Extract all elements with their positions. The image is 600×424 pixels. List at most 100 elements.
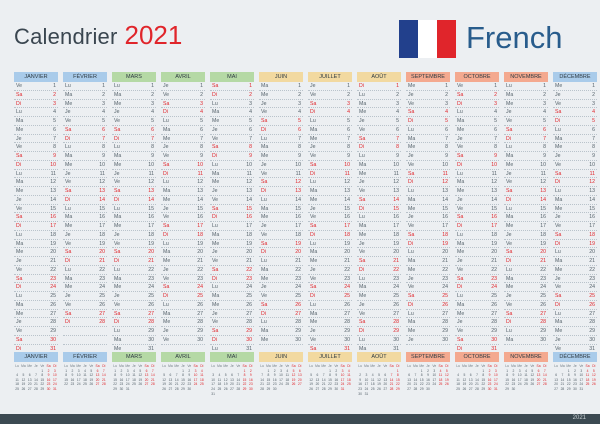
day-name: Ve <box>555 284 562 291</box>
day-number: 28 <box>295 319 301 326</box>
day-number: 12 <box>50 179 56 186</box>
day-number: 3 <box>592 100 595 107</box>
day-name: Me <box>408 144 416 151</box>
day-row: Me 19 <box>210 240 254 249</box>
day-name: Me <box>506 100 514 107</box>
day-name: Ma <box>555 258 563 264</box>
day-number: 2 <box>592 91 595 98</box>
day-name: Ve <box>16 144 23 151</box>
day-name: Lu <box>114 83 120 89</box>
day-name: Je <box>163 205 169 212</box>
mini-day-number: 9 <box>188 373 191 378</box>
mini-day-number: 12 <box>592 373 596 378</box>
day-row: Je 1 <box>308 82 352 91</box>
day-row: Je 9 <box>406 152 450 161</box>
day-name: Sa <box>457 214 464 221</box>
day-name: Lu <box>555 249 561 256</box>
mini-day-number: 15 <box>505 377 509 382</box>
mini-day-number: 17 <box>517 377 522 382</box>
mini-day-number: 3 <box>194 368 197 373</box>
mini-day-number: 19 <box>162 382 166 387</box>
day-row: Ve 23 <box>161 275 205 284</box>
mini-day-number: 3 <box>126 368 129 373</box>
day-name: Me <box>114 223 122 229</box>
month-header: JANVIER <box>14 72 58 82</box>
mini-day-number: 10 <box>76 373 81 378</box>
mini-day-number: 10 <box>364 377 369 382</box>
mini-day-grid: Lu Ma Me Je Ve Sa Di 1 2 3 4 5 6 7 8 9 10 11 12 13 14 15 16 17 1… <box>63 364 107 387</box>
day-name: Ve <box>212 196 219 203</box>
mini-month-header: AOÛT <box>357 352 401 362</box>
day-name: Lu <box>457 231 463 238</box>
mini-day-number: 31 <box>125 386 130 391</box>
day-row: Sa 16 <box>14 213 58 222</box>
day-name: Di <box>212 214 217 221</box>
day-name: Sa <box>163 161 170 168</box>
day-row: Ve 13 <box>357 187 401 196</box>
day-row: Ma 12 <box>14 178 58 187</box>
day-number: 12 <box>393 179 399 186</box>
mini-day-number: 20 <box>468 382 473 387</box>
day-row: Me 4 <box>357 108 401 117</box>
day-row: Me 21 <box>161 257 205 266</box>
day-name: Lu <box>212 223 218 229</box>
day-name: Me <box>114 345 122 352</box>
day-row: Ve 27 <box>357 310 401 319</box>
mini-day-number: 16 <box>187 377 192 382</box>
day-number: 4 <box>298 109 301 116</box>
day-row: Ve 2 <box>161 91 205 100</box>
day-name: Ma <box>359 100 367 107</box>
day-number: 19 <box>50 240 56 247</box>
day-row: Me 6 <box>14 126 58 135</box>
mini-day-number: 19 <box>309 382 313 387</box>
day-row: Me 17 <box>63 222 107 231</box>
day-number: 12 <box>246 179 252 186</box>
day-row: Sa 22 <box>210 266 254 275</box>
day-name: Je <box>310 266 316 273</box>
mini-weekday-header: Je <box>181 364 185 368</box>
day-name: Di <box>457 223 462 229</box>
day-number: 6 <box>53 126 56 133</box>
day-number: 25 <box>540 293 546 299</box>
mini-weekday-header: Di <box>592 364 596 368</box>
day-name: Lu <box>261 135 267 142</box>
day-number: 19 <box>589 240 595 247</box>
mini-day-number: 31 <box>53 386 57 391</box>
day-number: 21 <box>50 258 56 264</box>
day-row: Sa 28 <box>357 318 401 327</box>
day-number: 22 <box>295 266 301 273</box>
day-number: 10 <box>589 161 595 168</box>
day-name: Je <box>506 293 512 299</box>
day-number: 17 <box>295 223 301 229</box>
day-row: Je 4 <box>112 108 156 117</box>
day-row: Je 27 <box>210 310 254 319</box>
day-name: Di <box>16 345 21 352</box>
day-row: Di 25 <box>161 292 205 301</box>
day-number: 4 <box>151 109 154 116</box>
mini-weekday-header: Lu <box>15 364 19 368</box>
mini-day-grid: Lu Ma Me Je Ve Sa Di 1 2 3 4 5 6 7 8 9 10 11 12 13 14 15 16 17 1… <box>308 364 352 392</box>
day-number: 12 <box>540 179 546 186</box>
day-number: 7 <box>200 135 203 142</box>
mini-day-number: 5 <box>90 368 93 373</box>
day-number: 30 <box>148 336 154 343</box>
day-name: Sa <box>16 336 23 343</box>
day-number: 28 <box>50 319 56 326</box>
day-name: Me <box>163 196 171 203</box>
day-number: 17 <box>393 223 399 229</box>
day-row: Lu 19 <box>161 240 205 249</box>
mini-day-number: 17 <box>579 377 584 382</box>
mini-day-number: 18 <box>370 382 375 387</box>
day-row: Me 1 <box>553 82 597 91</box>
mini-day-number: 15 <box>40 377 45 382</box>
mini-day-number: 23 <box>334 382 339 387</box>
mini-day-number: 17 <box>494 377 498 382</box>
day-name: Je <box>212 126 218 133</box>
day-number: 11 <box>540 170 546 177</box>
mini-day-number: 6 <box>537 368 540 373</box>
day-number: 27 <box>442 310 448 317</box>
day-name: Sa <box>506 249 513 256</box>
month-column: AVRIL Je 1 Ve 2 Sa 3 Di 4 Lu 5 Ma 6 Me 7 Je 8 Ve 9 Sa 10 Di 11… <box>161 72 205 354</box>
day-number: 20 <box>393 249 399 256</box>
mini-weekday-header: Ma <box>364 364 369 368</box>
